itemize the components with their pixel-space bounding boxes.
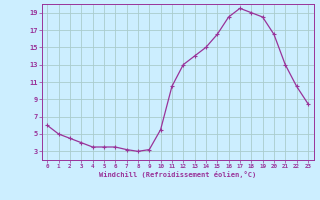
X-axis label: Windchill (Refroidissement éolien,°C): Windchill (Refroidissement éolien,°C) — [99, 171, 256, 178]
